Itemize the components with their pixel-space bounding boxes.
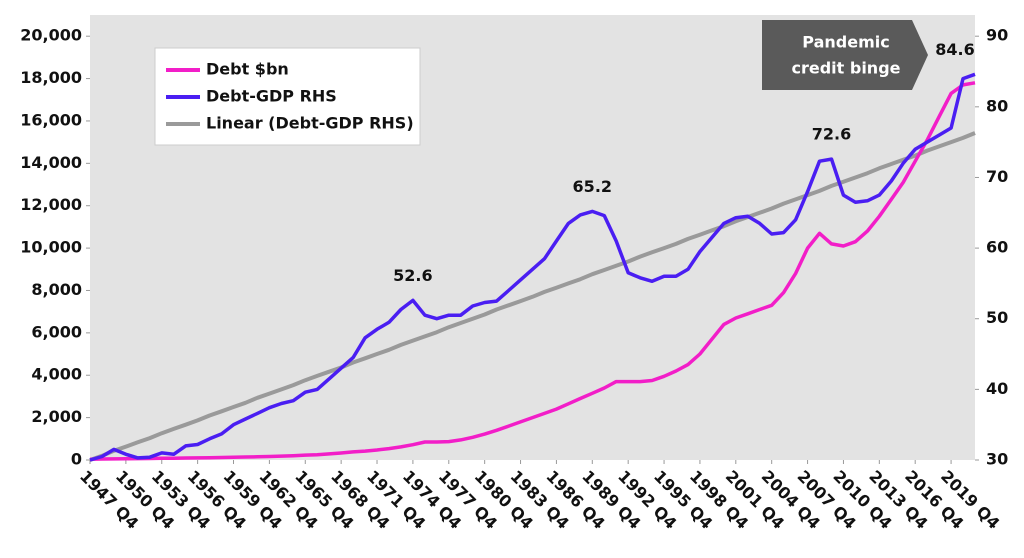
data-label: 52.6 <box>393 266 432 285</box>
y-tick-label: 20,000 <box>20 26 82 45</box>
data-label: 72.6 <box>812 125 851 144</box>
legend-label: Linear (Debt-GDP RHS) <box>206 114 414 133</box>
annotation: credit binge <box>791 59 900 78</box>
y-tick-label: 0 <box>71 450 82 469</box>
y2-tick-label: 70 <box>986 167 1008 186</box>
callout <box>762 20 928 90</box>
y2-tick-label: 40 <box>986 379 1008 398</box>
y2-tick-label: 80 <box>986 96 1008 115</box>
legend: Debt $bn Debt-GDP RHS Linear (Debt-GDP RHS… <box>154 47 421 146</box>
y-tick-label: 16,000 <box>20 110 82 129</box>
annotation: Pandemic <box>802 33 889 52</box>
series-line <box>89 81 976 461</box>
y-tick-label: 8,000 <box>31 280 82 299</box>
y-tick-label: 12,000 <box>20 195 82 214</box>
series-line <box>89 72 976 462</box>
y-tick-label: 18,000 <box>20 68 82 87</box>
y2-tick-label: 50 <box>986 308 1008 327</box>
y2-tick-label: 30 <box>986 450 1008 469</box>
data-label: 84.6 <box>935 40 974 59</box>
y2-tick-label: 60 <box>986 238 1008 257</box>
series-line <box>89 131 976 462</box>
y2-tick-label: 90 <box>986 26 1008 45</box>
legend-label: Debt-GDP RHS <box>206 87 337 106</box>
y-tick-label: 10,000 <box>20 238 82 257</box>
y-tick-label: 4,000 <box>31 365 82 384</box>
y-tick-label: 14,000 <box>20 153 82 172</box>
y-tick-label: 6,000 <box>31 322 82 341</box>
legend-label: Debt $bn <box>206 60 289 79</box>
data-label: 65.2 <box>573 177 612 196</box>
y-tick-label: 2,000 <box>31 407 82 426</box>
